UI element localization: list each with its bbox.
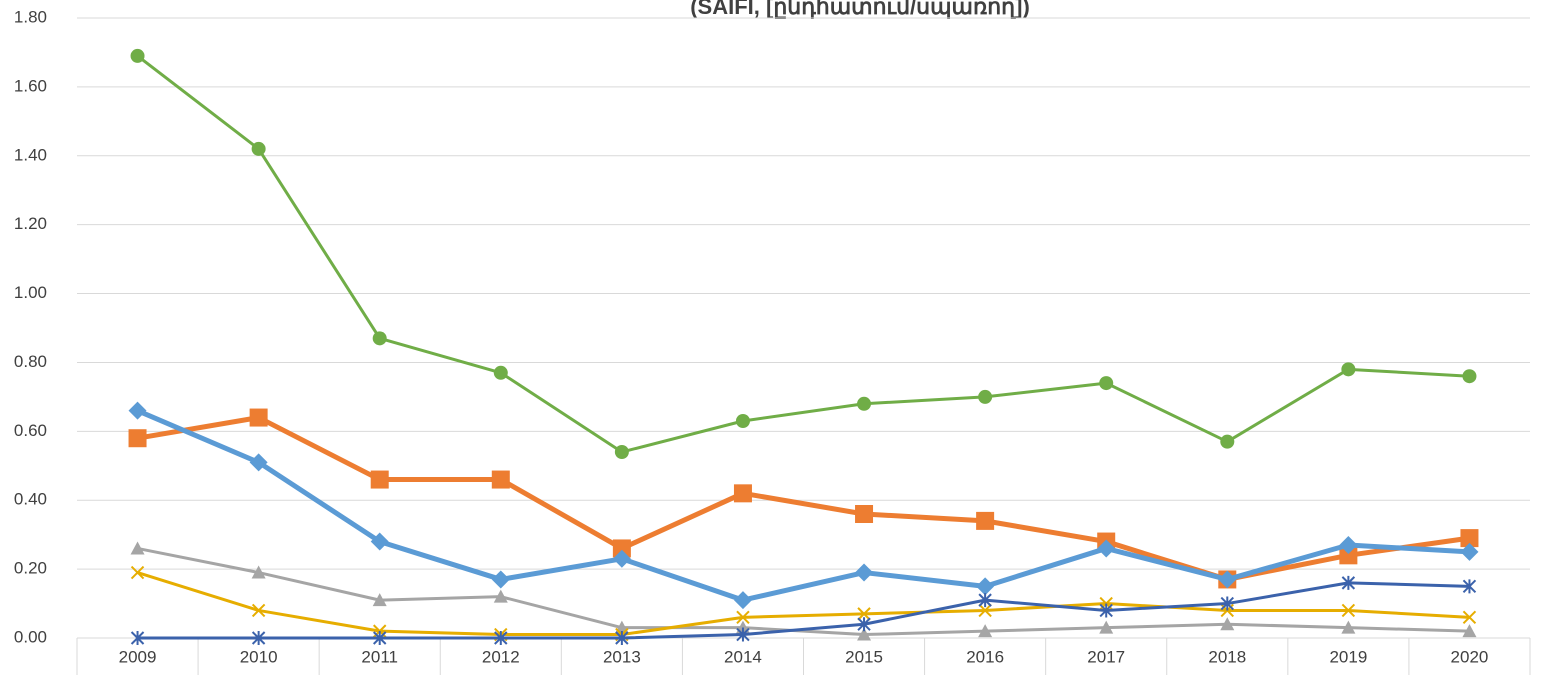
- marker: [978, 389, 993, 404]
- x-tick-label: 2017: [1087, 647, 1125, 666]
- marker: [612, 549, 631, 568]
- x-tick-label: 2012: [482, 647, 520, 666]
- marker: [1220, 596, 1234, 611]
- marker: [857, 396, 872, 411]
- marker: [978, 624, 993, 638]
- marker: [976, 511, 995, 530]
- marker: [615, 631, 629, 645]
- series-line: [136, 408, 1470, 603]
- marker: [1220, 617, 1235, 631]
- series-line: [136, 54, 1470, 454]
- marker: [130, 541, 145, 555]
- marker: [857, 617, 871, 632]
- x-tick-label: 2016: [966, 647, 1004, 666]
- marker: [855, 505, 874, 523]
- marker: [1220, 434, 1235, 449]
- series-line: [137, 571, 1470, 637]
- marker: [857, 627, 872, 641]
- marker: [1462, 624, 1477, 638]
- marker: [1341, 362, 1356, 377]
- marker: [373, 631, 387, 645]
- marker: [1099, 603, 1113, 618]
- x-tick-label: 2020: [1451, 647, 1489, 666]
- marker: [249, 408, 268, 427]
- x-tick-label: 2013: [603, 647, 641, 666]
- y-tick-label: 1.00: [14, 283, 47, 302]
- y-tick-label: 0.40: [14, 490, 47, 509]
- marker: [130, 565, 145, 580]
- marker: [251, 631, 266, 645]
- marker: [493, 365, 508, 380]
- marker: [249, 453, 268, 472]
- marker: [1341, 620, 1356, 634]
- y-tick-label: 1.60: [14, 76, 47, 95]
- marker: [855, 563, 874, 582]
- marker: [978, 603, 992, 618]
- marker: [735, 414, 750, 428]
- y-tick-label: 1.20: [14, 214, 47, 233]
- x-tick-label: 2010: [240, 647, 278, 666]
- marker: [251, 565, 266, 579]
- x-tick-label: 2018: [1208, 647, 1246, 666]
- marker: [1339, 536, 1358, 554]
- marker: [251, 603, 266, 618]
- marker: [491, 570, 510, 589]
- marker: [978, 593, 992, 608]
- marker: [1099, 620, 1114, 634]
- marker: [130, 48, 145, 63]
- marker: [494, 631, 508, 645]
- marker: [370, 470, 389, 489]
- series-line: [137, 581, 1470, 640]
- marker: [1462, 579, 1477, 594]
- marker: [130, 631, 145, 645]
- marker: [733, 591, 752, 610]
- x-tick-label: 2019: [1329, 647, 1367, 666]
- chart-title: (SAIFI, [ընդհատում/սպառող]): [690, 0, 1030, 19]
- marker: [1341, 575, 1356, 590]
- marker: [251, 141, 266, 156]
- marker: [1460, 529, 1479, 548]
- marker: [1097, 539, 1116, 558]
- y-tick-label: 0.00: [14, 627, 47, 646]
- marker: [976, 577, 995, 596]
- marker: [128, 401, 147, 420]
- x-tick-label: 2009: [119, 647, 157, 666]
- x-tick-label: 2015: [845, 647, 883, 666]
- marker: [612, 539, 631, 558]
- y-tick-label: 0.20: [14, 559, 47, 578]
- y-tick-label: 0.60: [14, 421, 47, 440]
- marker: [491, 470, 510, 489]
- series-line: [137, 546, 1470, 637]
- marker: [1460, 542, 1479, 561]
- marker: [1099, 376, 1114, 391]
- marker: [493, 589, 508, 603]
- marker: [1339, 546, 1358, 565]
- series-line: [137, 415, 1470, 582]
- marker: [1462, 369, 1477, 384]
- y-tick-label: 1.80: [14, 7, 47, 26]
- x-tick-label: 2014: [724, 647, 762, 666]
- marker: [1341, 603, 1356, 618]
- marker: [736, 627, 750, 642]
- marker: [372, 331, 387, 346]
- y-tick-label: 0.80: [14, 352, 47, 371]
- marker: [857, 607, 871, 621]
- y-tick-label: 1.40: [14, 145, 47, 164]
- marker: [372, 593, 387, 607]
- marker: [733, 484, 752, 503]
- x-tick-label: 2011: [361, 647, 398, 666]
- marker: [1218, 570, 1237, 589]
- marker: [370, 532, 389, 551]
- marker: [614, 445, 629, 459]
- marker: [1462, 610, 1477, 625]
- marker: [736, 610, 750, 625]
- marker: [128, 429, 147, 448]
